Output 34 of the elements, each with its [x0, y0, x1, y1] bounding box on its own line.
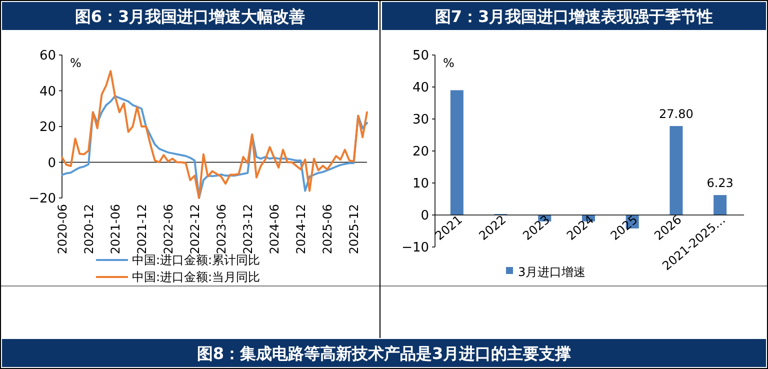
chart-title: 图7：3月我国进口增速表现强于季节性 — [434, 7, 714, 26]
x-tick-label: 2022-12 — [188, 204, 202, 254]
y-axis-title: % — [443, 56, 454, 70]
y-tick-label: 60 — [39, 48, 56, 64]
y-tick-label: −20 — [28, 192, 56, 206]
y-tick-label: 20 — [412, 144, 429, 160]
x-tick-label: 2025-12 — [347, 204, 362, 254]
data-label: 6.23 — [706, 176, 734, 190]
y-tick-label: 40 — [412, 80, 429, 96]
y-tick-label: 10 — [412, 176, 429, 192]
text: 图8：集成电路等高新技术产品是3月进口的主要支撑 — [196, 344, 572, 363]
x-tick-label: 2021-06 — [108, 204, 123, 254]
legend-label: 中国:进口金额:当月同比 — [132, 270, 260, 284]
y-tick-label: 40 — [39, 84, 56, 100]
y-tick-label: 0 — [420, 208, 429, 224]
legend-label: 中国:进口金额:累计同比 — [132, 253, 260, 267]
x-tick-label: 2023-06 — [214, 204, 229, 254]
y-axis-title: % — [70, 56, 82, 70]
x-tick-label: 2022-06 — [162, 204, 176, 254]
x-tick-label: 2020-06 — [56, 204, 70, 254]
x-tick-label: 2023-12 — [241, 204, 256, 254]
chart-title: 图6：3月我国进口增速大幅改善 — [74, 7, 306, 26]
y-tick-label: −10 — [402, 240, 429, 256]
y-tick-label: 20 — [39, 120, 56, 135]
x-tick-label: 2025-06 — [320, 204, 335, 254]
y-tick-label: 50 — [412, 48, 429, 64]
x-tick-label: 2024-06 — [268, 204, 282, 254]
x-tick-label: 2021-12 — [135, 204, 150, 254]
legend-label: 3月进口增速 — [518, 265, 586, 279]
x-tick-label: 2020-12 — [82, 204, 96, 254]
y-tick-label: 0 — [48, 156, 56, 171]
x-tick-label: 2024-12 — [294, 204, 308, 254]
y-tick-label: 30 — [412, 112, 429, 128]
data-label: 27.80 — [659, 107, 694, 122]
